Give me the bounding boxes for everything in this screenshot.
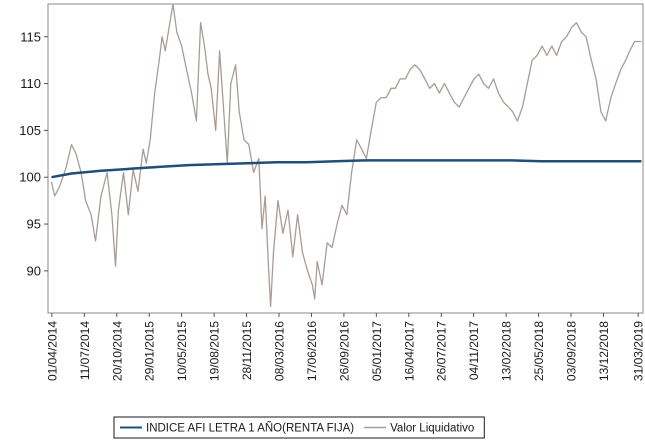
x-tick-label: 19/08/2015 <box>208 321 222 381</box>
y-tick-label: 95 <box>27 217 41 232</box>
x-tick-label: 20/10/2014 <box>110 321 124 381</box>
x-tick-label: 05/01/2017 <box>370 321 384 381</box>
x-tick-label: 26/09/2016 <box>337 321 351 381</box>
x-tick-label: 04/11/2017 <box>467 321 481 380</box>
x-tick-label: 13/12/2018 <box>597 321 611 381</box>
y-tick-label: 110 <box>20 76 41 91</box>
legend-box <box>113 416 485 439</box>
series-line-indice <box>51 159 642 179</box>
legend-label: Valor Liquidativo <box>390 423 474 435</box>
x-tick-label: 17/06/2016 <box>305 321 319 381</box>
x-tick-label: 11/07/2014 <box>78 321 92 380</box>
x-tick-label: 31/03/2019 <box>632 321 645 381</box>
x-tick-label: 26/07/2017 <box>435 321 449 381</box>
y-tick-label: 115 <box>20 29 41 44</box>
x-tick-label: 16/04/2017 <box>402 321 416 381</box>
x-tick-label: 28/11/2015 <box>240 321 254 380</box>
x-tick-label: 01/04/2014 <box>45 321 59 381</box>
legend-label: INDICE AFI LETRA 1 AÑO(RENTA FIJA) <box>146 422 354 435</box>
x-tick-label: 13/02/2018 <box>500 321 514 381</box>
x-tick-label: 03/09/2018 <box>565 321 579 381</box>
y-tick-label: 90 <box>27 263 41 278</box>
y-tick-label: 105 <box>19 123 41 138</box>
x-tick-label: 10/05/2015 <box>175 321 189 381</box>
x-tick-label: 29/01/2015 <box>143 321 157 381</box>
x-tick-label: 25/05/2018 <box>532 321 546 381</box>
x-tick-label: 08/03/2016 <box>272 321 286 381</box>
series-line-valor-liquidativo <box>50 3 642 308</box>
y-tick-label: 100 <box>19 170 41 185</box>
